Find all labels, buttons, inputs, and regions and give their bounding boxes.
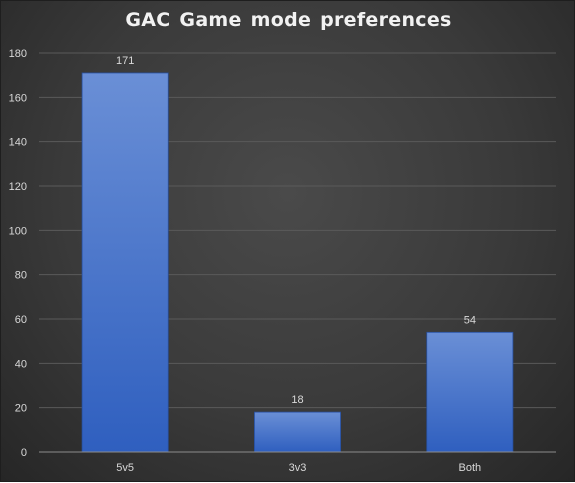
y-tick-label: 40 xyxy=(15,358,27,370)
chart-title: GAC Game mode preferences xyxy=(125,9,452,31)
bar-both xyxy=(426,331,514,453)
labels: 0 20 40 60 80 100 120 140 160 180 171 5v5 18 3v3 54 Bot… xyxy=(9,48,482,474)
gridlines xyxy=(39,52,556,409)
x-tick-label: 3v3 xyxy=(289,462,307,474)
data-label: 54 xyxy=(464,314,476,326)
data-label: 171 xyxy=(116,55,134,67)
y-tick-label: 0 xyxy=(21,447,27,459)
x-tick-label: 5v5 xyxy=(116,462,134,474)
y-tick-label: 140 xyxy=(9,137,27,149)
y-tick-label: 180 xyxy=(9,48,27,60)
y-tick-label: 100 xyxy=(9,225,27,237)
bar-5v5 xyxy=(81,72,169,453)
bar-3v3 xyxy=(254,411,341,453)
y-tick-label: 60 xyxy=(15,314,27,326)
x-tick-label: Both xyxy=(459,462,482,474)
y-tick-label: 120 xyxy=(9,181,27,193)
y-tick-label: 80 xyxy=(15,270,27,282)
y-tick-label: 20 xyxy=(15,403,27,415)
bars xyxy=(81,72,514,453)
data-label: 18 xyxy=(291,394,303,406)
y-tick-label: 160 xyxy=(9,92,27,104)
